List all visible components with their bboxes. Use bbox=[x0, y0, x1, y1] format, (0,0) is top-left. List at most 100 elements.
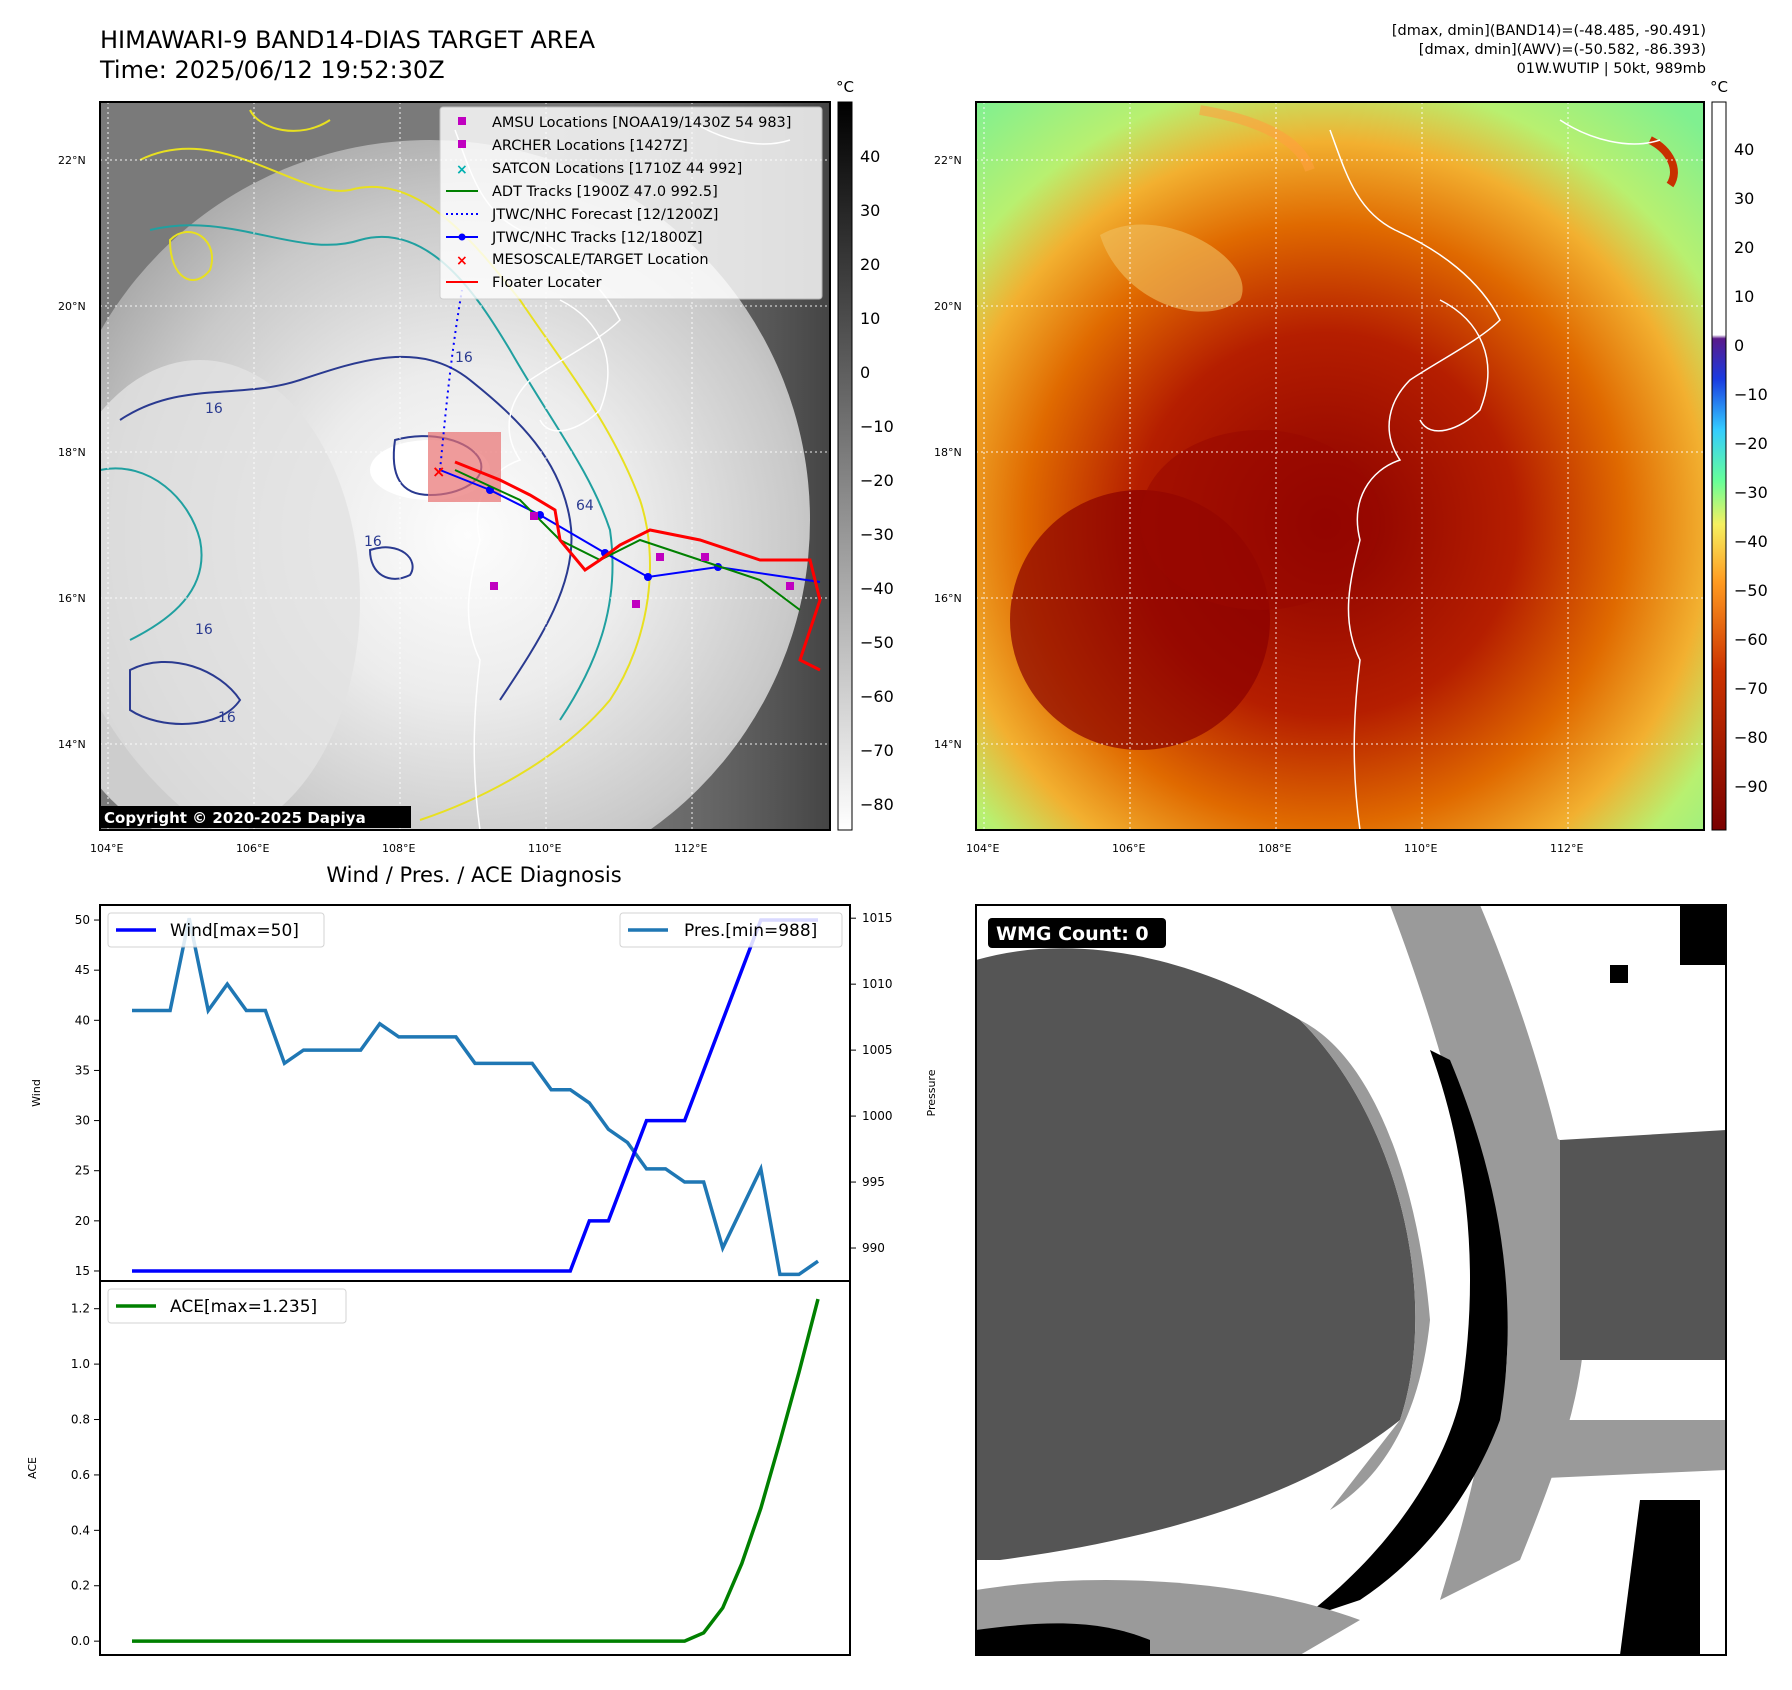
ace-series-line bbox=[132, 1298, 820, 1643]
ace-legend-label: ACE[max=1.235] bbox=[170, 1297, 317, 1317]
cb-tick: −10 bbox=[1734, 385, 1768, 404]
right-map-ticks: 104°E 106°E 108°E 110°E 112°E 22°N 20°N … bbox=[934, 154, 1583, 855]
lon-tick: 108°E bbox=[382, 842, 415, 855]
wind-tick: 25 bbox=[75, 1164, 90, 1178]
pressure-tick: 990 bbox=[862, 1241, 885, 1255]
colorbar-unit: °C bbox=[836, 78, 854, 96]
ace-tick: 0.8 bbox=[71, 1413, 90, 1427]
info-block: [dmax, dmin](BAND14)=(-48.485, -90.491) … bbox=[1392, 22, 1706, 79]
ace-axis-label: ACE bbox=[26, 1457, 39, 1479]
lat-tick: 20°N bbox=[58, 300, 86, 313]
legend-adt: ADT Tracks [1900Z 47.0 992.5] bbox=[492, 184, 718, 200]
page-title: HIMAWARI-9 BAND14-DIAS TARGET AREA bbox=[100, 26, 596, 54]
cb-tick: −30 bbox=[1734, 483, 1768, 502]
lat-tick: 22°N bbox=[58, 154, 86, 167]
wind-tick: 40 bbox=[75, 1013, 90, 1027]
wind-tick: 15 bbox=[75, 1264, 90, 1278]
contour-label: 16 bbox=[455, 350, 473, 366]
ace-tick: 1.0 bbox=[71, 1357, 90, 1371]
lon-tick: 110°E bbox=[528, 842, 561, 855]
map-legend: AMSU Locations [NOAA19/1430Z 54 983] ARC… bbox=[439, 106, 823, 300]
lat-tick: 22°N bbox=[934, 154, 962, 167]
info-line-1: [dmax, dmin](BAND14)=(-48.485, -90.491) bbox=[1391, 23, 1706, 39]
cb-tick: −80 bbox=[1734, 728, 1768, 747]
legend-archer: ARCHER Locations [1427Z] bbox=[492, 138, 688, 154]
wind-tick: 20 bbox=[75, 1214, 90, 1228]
lon-tick: 104°E bbox=[966, 842, 999, 855]
lat-tick: 18°N bbox=[58, 446, 86, 459]
legend-satcon: SATCON Locations [1710Z 44 992] bbox=[492, 161, 742, 177]
cb-tick: −50 bbox=[860, 633, 894, 652]
copyright-label: Copyright © 2020-2025 Dapiya bbox=[104, 809, 366, 827]
ace-tick: 0.4 bbox=[71, 1523, 90, 1537]
cb-tick: −90 bbox=[1734, 777, 1768, 796]
ir-map-panel: × 16 16 64 16 16 16 64 Copyright © 2020-… bbox=[58, 78, 894, 855]
ace-tick: 0.6 bbox=[71, 1468, 90, 1482]
lat-tick: 16°N bbox=[58, 592, 86, 605]
contour-label: 16 bbox=[205, 401, 223, 417]
ace-tick: 1.2 bbox=[71, 1302, 90, 1316]
cb-tick: 0 bbox=[860, 363, 870, 382]
cb-tick: 10 bbox=[860, 309, 880, 328]
wind-series-line bbox=[132, 918, 818, 1273]
cb-tick: −60 bbox=[1734, 630, 1768, 649]
pressure-tick: 995 bbox=[862, 1175, 885, 1189]
pressure-tick: 1010 bbox=[862, 977, 893, 991]
lon-tick: 112°E bbox=[674, 842, 707, 855]
ir-colorbar: °C 40 30 20 10 0 −10 −20 −30 −40 −50 −60… bbox=[836, 78, 894, 831]
awv-colorbar: °C 40 30 20 10 0 −10 −20 −30 −40 −50 −60… bbox=[1710, 78, 1768, 831]
pressure-tick: 1000 bbox=[862, 1109, 893, 1123]
pressure-axis-label: Pressure bbox=[925, 1069, 938, 1116]
legend-jtwc-tracks: JTWC/NHC Tracks [12/1800Z] bbox=[491, 230, 703, 246]
colorbar-unit: °C bbox=[1710, 78, 1728, 96]
lon-tick: 110°E bbox=[1404, 842, 1437, 855]
svg-text:×: × bbox=[456, 253, 468, 269]
cb-tick: −20 bbox=[1734, 434, 1768, 453]
wmg-panel: WMG Count: 0 bbox=[975, 904, 1727, 1656]
lon-tick: 106°E bbox=[1112, 842, 1145, 855]
info-line-3: 01W.WUTIP | 50kt, 989mb bbox=[1516, 61, 1706, 77]
pressure-series-line bbox=[132, 917, 819, 1277]
cb-tick: −80 bbox=[860, 795, 894, 814]
cb-tick: 40 bbox=[1734, 140, 1754, 159]
awv-map-panel: 104°E 106°E 108°E 110°E 112°E 22°N 20°N … bbox=[934, 78, 1768, 855]
cb-tick: −70 bbox=[860, 741, 894, 760]
lon-tick: 108°E bbox=[1258, 842, 1291, 855]
cb-tick: 20 bbox=[860, 255, 880, 274]
pressure-legend-label: Pres.[min=988] bbox=[684, 921, 817, 941]
wind-legend: Wind[max=50] bbox=[107, 912, 325, 948]
cb-tick: 30 bbox=[1734, 189, 1754, 208]
info-line-2: [dmax, dmin](AWV)=(-50.582, -86.393) bbox=[1418, 42, 1706, 58]
wind-tick: 30 bbox=[75, 1114, 90, 1128]
cb-tick: −20 bbox=[860, 471, 894, 490]
wind-legend-label: Wind[max=50] bbox=[170, 921, 299, 941]
cb-tick: −30 bbox=[860, 525, 894, 544]
lat-tick: 18°N bbox=[934, 446, 962, 459]
cb-tick: −60 bbox=[860, 687, 894, 706]
wind-tick: 50 bbox=[75, 913, 90, 927]
legend-amsu: AMSU Locations [NOAA19/1430Z 54 983] bbox=[492, 115, 791, 131]
cb-tick: −40 bbox=[1734, 532, 1768, 551]
lat-tick: 14°N bbox=[934, 738, 962, 751]
time-label: Time: 2025/06/12 19:52:30Z bbox=[100, 56, 445, 84]
pressure-tick: 1015 bbox=[862, 911, 893, 925]
ace-tick: 0.2 bbox=[71, 1579, 90, 1593]
cb-tick: 40 bbox=[860, 147, 880, 166]
ace-legend: ACE[max=1.235] bbox=[107, 1288, 347, 1324]
cb-tick: 0 bbox=[1734, 336, 1744, 355]
diagnosis-title: Wind / Pres. / ACE Diagnosis bbox=[326, 863, 621, 887]
lat-tick: 20°N bbox=[934, 300, 962, 313]
cb-tick: −70 bbox=[1734, 679, 1768, 698]
cb-tick: 30 bbox=[860, 201, 880, 220]
lat-tick: 14°N bbox=[58, 738, 86, 751]
contour-label: 16 bbox=[195, 622, 213, 638]
pressure-tick: 1005 bbox=[862, 1043, 893, 1057]
wind-tick: 45 bbox=[75, 963, 90, 977]
wmg-count-label: WMG Count: 0 bbox=[996, 923, 1149, 945]
svg-text:×: × bbox=[456, 162, 468, 178]
cb-tick: −50 bbox=[1734, 581, 1768, 600]
left-map-ticks: 104°E 106°E 108°E 110°E 112°E 22°N 20°N … bbox=[58, 154, 707, 855]
lon-tick: 104°E bbox=[90, 842, 123, 855]
cb-tick: −40 bbox=[860, 579, 894, 598]
